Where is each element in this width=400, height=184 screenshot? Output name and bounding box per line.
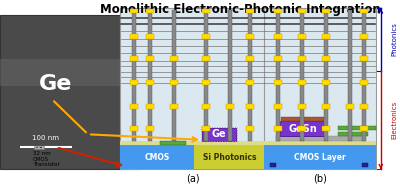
Bar bbox=[322, 80, 330, 85]
Bar bbox=[202, 80, 210, 85]
Bar bbox=[130, 34, 138, 39]
Bar bbox=[274, 80, 282, 85]
Bar bbox=[248, 10, 252, 141]
Bar bbox=[322, 126, 330, 131]
Bar bbox=[0, 59, 138, 86]
Bar bbox=[148, 10, 152, 141]
Bar bbox=[360, 9, 368, 13]
Text: 100 nm: 100 nm bbox=[32, 135, 60, 141]
Bar bbox=[298, 126, 306, 131]
Bar bbox=[146, 80, 154, 85]
Bar bbox=[300, 10, 304, 141]
Bar bbox=[322, 9, 330, 13]
Text: Electronics: Electronics bbox=[392, 101, 398, 139]
Bar bbox=[280, 121, 326, 136]
Bar bbox=[360, 104, 368, 109]
Bar bbox=[338, 126, 376, 130]
Bar bbox=[228, 10, 232, 141]
Bar bbox=[170, 80, 178, 85]
Bar bbox=[202, 34, 210, 39]
Bar bbox=[264, 145, 376, 169]
Bar bbox=[298, 9, 306, 13]
Bar bbox=[274, 126, 282, 131]
Bar bbox=[130, 56, 138, 61]
Bar bbox=[338, 132, 368, 136]
Bar bbox=[348, 10, 352, 141]
Bar bbox=[274, 34, 282, 39]
Text: 32 nm
CMOS
Transistor: 32 nm CMOS Transistor bbox=[33, 151, 60, 167]
Text: Photonics: Photonics bbox=[392, 23, 398, 56]
Bar bbox=[322, 104, 330, 109]
Bar bbox=[246, 80, 254, 85]
Bar bbox=[34, 146, 44, 149]
Bar bbox=[120, 141, 266, 145]
Bar bbox=[298, 80, 306, 85]
Bar bbox=[322, 34, 330, 39]
Bar bbox=[130, 126, 138, 131]
Bar bbox=[202, 9, 210, 13]
Bar bbox=[40, 147, 42, 148]
Bar bbox=[202, 104, 210, 109]
Bar bbox=[172, 10, 176, 141]
Bar bbox=[0, 15, 138, 169]
Bar bbox=[270, 163, 276, 167]
Bar bbox=[130, 80, 138, 85]
Text: Si Photonics: Si Photonics bbox=[203, 153, 257, 162]
Bar bbox=[202, 126, 210, 131]
Bar bbox=[360, 34, 368, 39]
Bar bbox=[264, 141, 376, 145]
Text: (a): (a) bbox=[186, 174, 200, 184]
Bar bbox=[146, 34, 154, 39]
Bar bbox=[362, 10, 366, 141]
Bar bbox=[274, 9, 282, 13]
Bar bbox=[194, 145, 266, 169]
Bar bbox=[170, 104, 178, 109]
Bar bbox=[170, 56, 178, 61]
Bar bbox=[298, 56, 306, 61]
Bar bbox=[324, 10, 328, 141]
Bar bbox=[226, 104, 234, 109]
Bar bbox=[246, 56, 254, 61]
Text: CMOS Layer: CMOS Layer bbox=[294, 153, 346, 162]
Bar bbox=[246, 34, 254, 39]
Text: Ge: Ge bbox=[212, 129, 226, 139]
Bar bbox=[322, 56, 330, 61]
Bar bbox=[360, 56, 368, 61]
Bar bbox=[130, 104, 138, 109]
Bar bbox=[264, 8, 376, 169]
Bar bbox=[204, 10, 208, 141]
Bar bbox=[246, 126, 254, 131]
Bar bbox=[360, 126, 368, 131]
Bar bbox=[360, 80, 368, 85]
Text: GeSn: GeSn bbox=[289, 124, 317, 134]
Text: (b): (b) bbox=[313, 174, 327, 184]
Bar bbox=[146, 104, 154, 109]
Bar bbox=[146, 56, 154, 61]
Text: CMOS: CMOS bbox=[144, 153, 170, 162]
Bar bbox=[202, 128, 236, 141]
Bar bbox=[346, 104, 354, 109]
Bar bbox=[36, 147, 38, 148]
Bar bbox=[132, 10, 136, 141]
Text: Monolithic Electronic-Photonic Integration: Monolithic Electronic-Photonic Integrati… bbox=[100, 3, 380, 16]
Bar bbox=[120, 8, 266, 169]
Bar bbox=[246, 9, 254, 13]
Bar bbox=[276, 10, 280, 141]
Bar bbox=[246, 104, 254, 109]
Text: Ge: Ge bbox=[38, 74, 72, 94]
Bar bbox=[201, 127, 237, 141]
Bar bbox=[362, 163, 368, 167]
Bar bbox=[276, 136, 364, 141]
Bar bbox=[274, 104, 282, 109]
Bar bbox=[298, 34, 306, 39]
Bar bbox=[274, 56, 282, 61]
Bar bbox=[298, 104, 306, 109]
Bar bbox=[160, 141, 186, 145]
Bar bbox=[281, 117, 325, 121]
Bar bbox=[146, 9, 154, 13]
Bar bbox=[202, 56, 210, 61]
Bar bbox=[120, 145, 194, 169]
Bar bbox=[146, 126, 154, 131]
Bar bbox=[130, 9, 138, 13]
